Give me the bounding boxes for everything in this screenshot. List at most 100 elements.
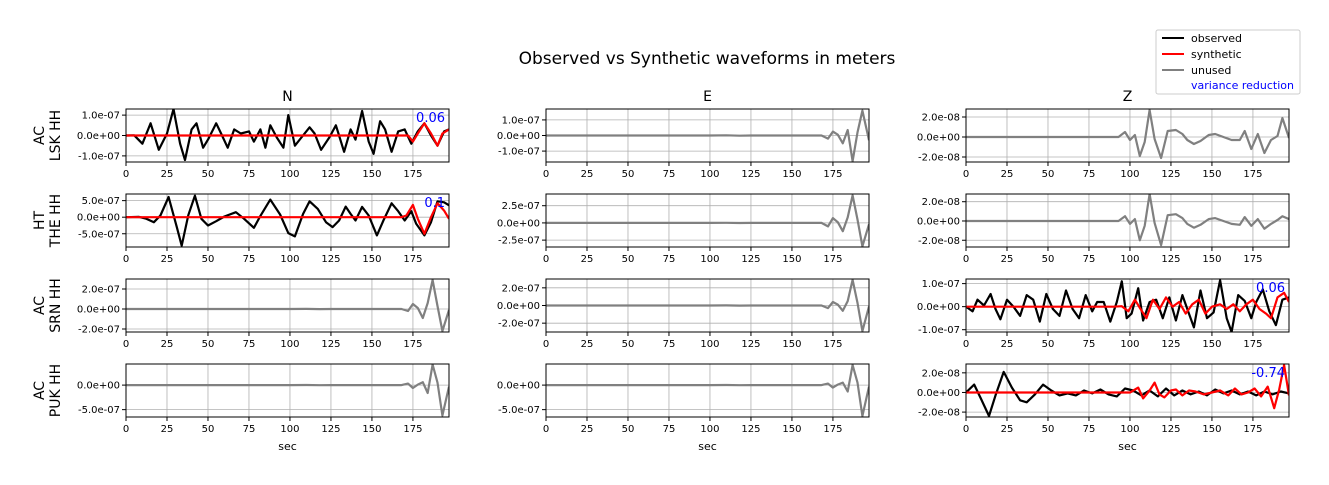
- trace-unused: [546, 279, 869, 332]
- trace-unused: [546, 364, 869, 417]
- y-tick-label: 1.0e-07: [922, 279, 960, 290]
- x-tick-label: 100: [280, 424, 299, 435]
- x-tick-label: 100: [700, 424, 719, 435]
- x-tick-label: 75: [663, 339, 676, 350]
- figure-title: Observed vs Synthetic waveforms in meter…: [519, 49, 896, 69]
- x-tick-label: 150: [782, 424, 801, 435]
- x-tick-label: 100: [700, 339, 719, 350]
- trace-observed: [966, 279, 1289, 332]
- x-tick-label: 175: [1243, 254, 1262, 265]
- y-tick-label: 0.0e+00: [917, 133, 960, 144]
- panel-z-2: 0 25 50 75 100 125 150 175 -2.0e-08 0.0e+00 2.0e-0…: [917, 193, 1290, 265]
- x-tick-label: 50: [202, 254, 215, 265]
- x-tick-label: 75: [663, 424, 676, 435]
- x-tick-label: 50: [622, 339, 635, 350]
- x-tick-label: 25: [161, 169, 174, 180]
- y-tick-label: -2.0e-08: [918, 236, 960, 247]
- x-axis-label: sec: [278, 440, 297, 453]
- x-tick-label: 100: [1120, 169, 1139, 180]
- x-axis-label: sec: [1118, 440, 1137, 453]
- x-tick-label: 125: [741, 254, 760, 265]
- panel-n-4: 0 25 50 75 100 125 150 175 -5.0e-07 0.0e+00 sec: [77, 363, 450, 453]
- x-tick-label: 75: [1083, 169, 1096, 180]
- variance-reduction-value: 0.06: [1256, 281, 1285, 296]
- axes-frame: [545, 363, 870, 418]
- x-tick-label: 50: [1042, 169, 1055, 180]
- panel-e-4: 0 25 50 75 100 125 150 175 -5.0e-07 0.0e+00 sec: [497, 363, 870, 453]
- x-tick-label: 0: [543, 339, 549, 350]
- y-tick-label: -1.0e-07: [918, 325, 960, 336]
- variance-reduction-value: 0.06: [416, 111, 445, 126]
- y-tick-label: 0.0e+00: [497, 381, 540, 392]
- x-tick-label: 100: [700, 254, 719, 265]
- y-tick-label: -5.0e-07: [498, 405, 540, 416]
- y-tick-label: 0.0e+00: [77, 381, 120, 392]
- station-network: AC: [32, 296, 48, 315]
- x-tick-label: 175: [403, 424, 422, 435]
- axes-frame: [125, 278, 450, 333]
- station-label: AC PUK HH: [32, 364, 64, 417]
- x-tick-label: 175: [403, 339, 422, 350]
- x-tick-label: 125: [1161, 254, 1180, 265]
- x-tick-label: 50: [202, 169, 215, 180]
- x-tick-label: 150: [362, 339, 381, 350]
- x-tick-label: 150: [1202, 339, 1221, 350]
- panel-n-1: 0 25 50 75 100 125 150 175 -1.0e-07 0.0e+00 1.0e-0…: [77, 108, 450, 180]
- x-tick-label: 150: [362, 254, 381, 265]
- station-name: SRN HH: [48, 278, 64, 333]
- x-tick-label: 0: [123, 254, 129, 265]
- x-tick-label: 100: [280, 169, 299, 180]
- y-tick-label: 0.0e+00: [497, 301, 540, 312]
- panel-z-4: 0 25 50 75 100 125 150 175 -2.0e-08 0.0e+00 2.0e-0…: [917, 363, 1290, 453]
- y-tick-label: -2.5e-07: [498, 236, 540, 247]
- panel-z-1: 0 25 50 75 100 125 150 175 -2.0e-08 0.0e+00 2.0e-0…: [917, 108, 1290, 180]
- x-tick-label: 125: [321, 254, 340, 265]
- x-tick-label: 50: [622, 424, 635, 435]
- trace-unused: [546, 194, 869, 247]
- y-tick-label: 0.0e+00: [917, 216, 960, 227]
- station-label: HT THE HH: [32, 194, 64, 248]
- trace-unused: [126, 364, 449, 417]
- y-tick-label: -2.0e-08: [918, 153, 960, 164]
- x-tick-label: 175: [823, 424, 842, 435]
- legend-frame: [1155, 29, 1301, 95]
- station-label: AC SRN HH: [32, 278, 64, 333]
- trace-observed: [126, 109, 449, 162]
- panel-e-3: 0 25 50 75 100 125 150 175 -2.0e-07 0.0e+00 2.0e-0…: [497, 278, 870, 350]
- y-tick-label: 0.0e+00: [77, 213, 120, 224]
- y-tick-label: -5.0e-07: [78, 405, 120, 416]
- x-tick-label: 0: [123, 424, 129, 435]
- x-tick-label: 25: [581, 169, 594, 180]
- panel-e-2: 0 25 50 75 100 125 150 175 -2.5e-07 0.0e+00 2.5e-0…: [497, 193, 870, 265]
- y-tick-label: -5.0e-07: [78, 229, 120, 240]
- station-network: AC: [32, 381, 48, 400]
- x-tick-label: 0: [963, 169, 969, 180]
- axes-frame: [965, 108, 1290, 163]
- x-tick-label: 175: [1243, 339, 1262, 350]
- x-tick-label: 100: [1120, 254, 1139, 265]
- x-tick-label: 150: [362, 424, 381, 435]
- trace-observed: [126, 194, 449, 247]
- station-name: THE HH: [48, 194, 64, 248]
- y-tick-label: 0.0e+00: [917, 302, 960, 313]
- y-tick-label: 0.0e+00: [917, 388, 960, 399]
- x-tick-label: 150: [782, 254, 801, 265]
- x-tick-label: 75: [243, 424, 256, 435]
- trace-synthetic: [126, 202, 449, 235]
- x-tick-label: 25: [581, 424, 594, 435]
- x-tick-label: 50: [1042, 254, 1055, 265]
- y-tick-label: -2.0e-07: [498, 319, 540, 330]
- x-tick-label: 0: [123, 339, 129, 350]
- y-tick-label: -2.0e-07: [78, 325, 120, 336]
- axes-frame: [965, 363, 1290, 418]
- x-tick-label: 50: [202, 339, 215, 350]
- trace-unused: [126, 279, 449, 332]
- column-header-n: N: [282, 89, 292, 105]
- x-tick-label: 175: [403, 254, 422, 265]
- x-tick-label: 125: [321, 339, 340, 350]
- column-header-e: E: [703, 89, 712, 105]
- variance-reduction-value: 0.1: [424, 196, 445, 211]
- y-tick-label: 1.0e-07: [82, 111, 120, 122]
